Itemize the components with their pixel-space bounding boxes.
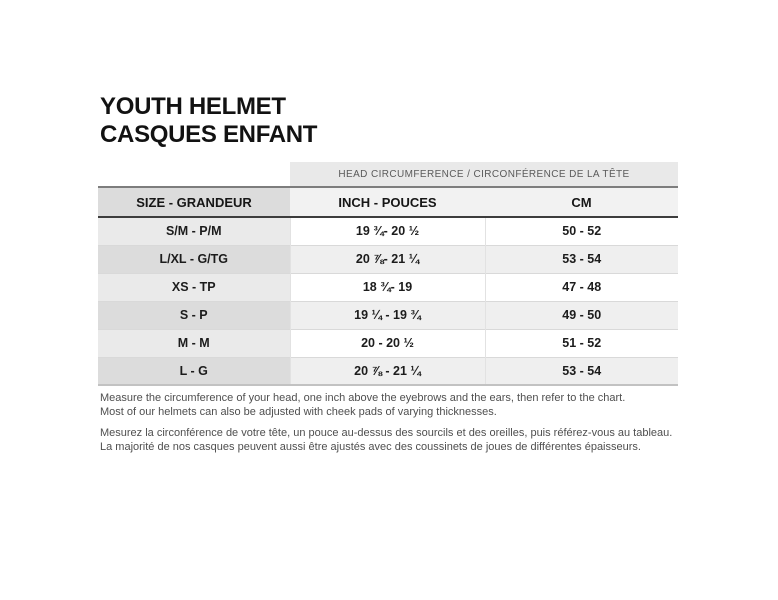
size-cell: XS - TP — [98, 272, 290, 301]
measurement-note-en: Measure the circumference of your head, … — [100, 392, 700, 419]
span-header-row: HEAD CIRCUMFERENCE / CIRCONFÉRENCE DE LA… — [98, 162, 678, 187]
column-header-inch: INCH - POUCES — [290, 186, 485, 218]
size-cell: L/XL - G/TG — [98, 244, 290, 273]
page-title-fr: CASQUES ENFANT — [100, 121, 318, 148]
note-line: Measure the circumference of your head, … — [100, 392, 626, 404]
page-title-en: YOUTH HELMET — [100, 93, 286, 120]
size-cell: S - P — [98, 300, 290, 329]
inch-cell: 19 ¼ - 19 ¾ — [289, 300, 485, 329]
inch-cell: 20 - 20 ½ — [289, 328, 485, 357]
inch-cell: 20 ⅞- 21 ¼ — [289, 244, 485, 273]
span-header-cell: HEAD CIRCUMFERENCE / CIRCONFÉRENCE DE LA… — [290, 162, 678, 187]
measurement-note-fr: Mesurez la circonférence de votre tête, … — [100, 427, 700, 454]
inch-cell: 19 ¾- 20 ½ — [289, 217, 485, 245]
note-line: La majorité de nos casques peuvent aussi… — [100, 440, 641, 453]
column-header-cm: CM — [485, 186, 678, 218]
cm-cell: 53 - 54 — [484, 356, 678, 386]
table-row: S/M - P/M 19 ¾- 20 ½ 50 - 52 — [98, 217, 678, 245]
note-line: Most of our helmets can also be adjusted… — [100, 405, 497, 418]
inch-cell: 20 ⅞ - 21 ¼ — [289, 356, 485, 386]
span-header-spacer — [98, 162, 290, 187]
cm-cell: 49 - 50 — [484, 300, 678, 329]
table-row: L - G 20 ⅞ - 21 ¼ 53 - 54 — [98, 356, 678, 386]
column-header-size: SIZE - GRANDEUR — [98, 186, 290, 218]
cm-cell: 47 - 48 — [484, 272, 678, 301]
page-title: YOUTH HELMET CASQUES ENFANT — [100, 93, 317, 149]
inch-cell: 18 ¾- 19 — [289, 272, 485, 301]
size-cell: L - G — [98, 356, 290, 386]
table-row: XS - TP 18 ¾- 19 47 - 48 — [98, 272, 678, 301]
table-row: M - M 20 - 20 ½ 51 - 52 — [98, 328, 678, 357]
table-row: S - P 19 ¼ - 19 ¾ 49 - 50 — [98, 300, 678, 329]
cm-cell: 50 - 52 — [484, 217, 678, 245]
size-cell: M - M — [98, 328, 290, 357]
column-header-row: SIZE - GRANDEUR INCH - POUCES CM — [98, 186, 678, 218]
cm-cell: 53 - 54 — [484, 244, 678, 273]
table-row: L/XL - G/TG 20 ⅞- 21 ¼ 53 - 54 — [98, 244, 678, 273]
size-chart-table: HEAD CIRCUMFERENCE / CIRCONFÉRENCE DE LA… — [98, 162, 678, 386]
cm-cell: 51 - 52 — [484, 328, 678, 357]
size-cell: S/M - P/M — [98, 217, 290, 245]
note-line: Mesurez la circonférence de votre tête, … — [100, 427, 673, 439]
